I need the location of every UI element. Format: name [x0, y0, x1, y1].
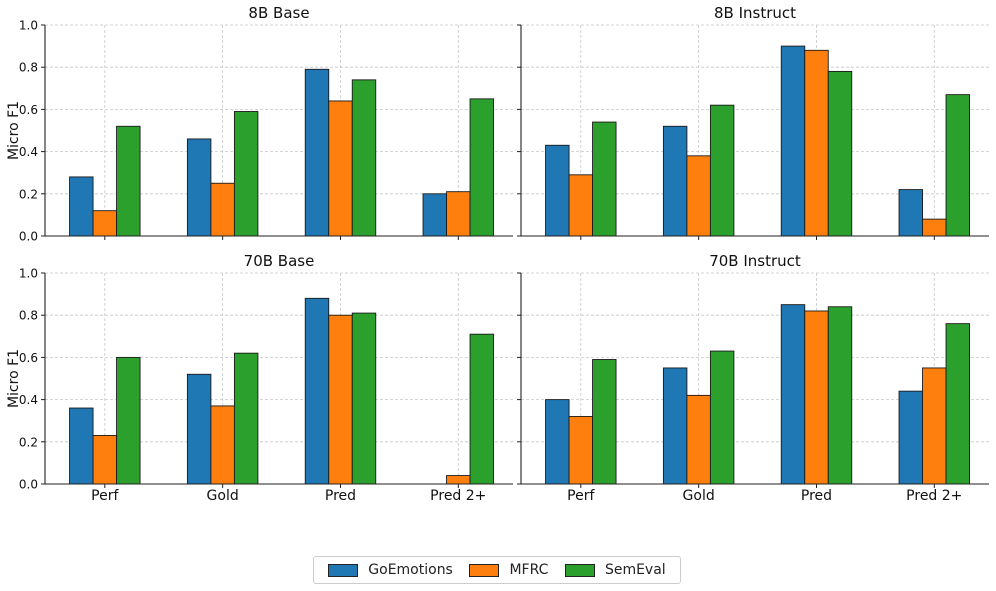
bar — [69, 176, 94, 237]
bar — [804, 310, 829, 485]
bar — [304, 68, 330, 237]
legend-item-goemotions: GoEmotions — [328, 562, 453, 578]
x-tick-label: Perf — [567, 488, 595, 504]
bar — [804, 49, 829, 237]
bar — [568, 416, 594, 485]
bar — [469, 98, 494, 237]
legend-swatch-goemotions — [328, 563, 359, 577]
bar — [92, 210, 118, 237]
bar — [304, 297, 330, 485]
y-tick-label: 0.2 — [19, 187, 38, 201]
panel-title: 8B Base — [248, 4, 309, 22]
bar — [592, 359, 617, 485]
y-tick-label: 0.2 — [19, 435, 38, 449]
x-tick-label: Pred 2+ — [430, 488, 486, 504]
legend-label-mfrc: MFRC — [509, 562, 549, 578]
bar — [898, 390, 923, 485]
y-tick-label: 0.8 — [19, 309, 38, 323]
y-axis-label: Micro F1 — [6, 349, 22, 408]
x-tick-label: Pred 2+ — [906, 488, 962, 504]
y-tick-label: 0.0 — [19, 478, 38, 492]
bar — [922, 218, 947, 237]
bar — [328, 100, 353, 237]
legend-label-semeval: SemEval — [604, 562, 666, 578]
x-tick-label: Gold — [207, 488, 239, 504]
bar — [780, 45, 806, 237]
bar — [186, 373, 212, 485]
y-tick-label: 1.0 — [19, 267, 38, 281]
bar — [945, 323, 970, 485]
panel-title: 70B Instruct — [709, 252, 801, 270]
legend-item-mfrc: MFRC — [469, 562, 548, 578]
legend-swatch-mfrc — [469, 563, 500, 577]
panel-title: 8B Instruct — [714, 4, 796, 22]
bar — [662, 125, 688, 237]
bar — [686, 155, 711, 237]
bar — [328, 314, 353, 485]
legend-item-semeval: SemEval — [564, 562, 666, 578]
bar — [922, 367, 947, 485]
bar — [827, 70, 853, 237]
panel-title: 70B Base — [244, 252, 315, 270]
bar — [545, 144, 570, 237]
x-tick-label: Pred — [801, 488, 832, 504]
y-tick-label: 0.6 — [19, 103, 38, 117]
y-tick-label: 0.4 — [19, 393, 38, 407]
bar — [686, 394, 711, 485]
bar — [233, 111, 259, 237]
bar — [186, 138, 212, 237]
bar — [210, 405, 235, 485]
legend-label-goemotions: GoEmotions — [368, 562, 453, 578]
bar — [422, 193, 447, 237]
bar — [351, 312, 377, 485]
bar — [709, 350, 735, 485]
bar — [827, 306, 853, 485]
bar — [92, 435, 118, 485]
bar — [592, 121, 617, 237]
bar — [351, 79, 377, 237]
y-tick-label: 0.4 — [19, 145, 38, 159]
y-tick-label: 0.0 — [19, 230, 38, 244]
x-tick-label: Pred — [325, 488, 356, 504]
bar — [780, 304, 806, 485]
bar — [446, 475, 471, 485]
bar — [568, 174, 594, 237]
x-tick-label: Perf — [91, 488, 119, 504]
bar — [469, 333, 494, 485]
y-tick-label: 0.8 — [19, 61, 38, 75]
y-axis-label: Micro F1 — [6, 101, 22, 160]
bar — [662, 367, 688, 485]
bar — [898, 189, 923, 237]
legend-swatch-semeval — [564, 563, 595, 577]
bar — [709, 104, 735, 237]
bar — [446, 191, 471, 237]
bar — [69, 407, 94, 485]
legend: GoEmotions MFRC SemEval — [313, 556, 681, 584]
bar — [210, 182, 235, 237]
bar — [545, 399, 570, 485]
bar — [945, 94, 970, 237]
bar — [233, 352, 259, 485]
y-tick-label: 0.6 — [19, 351, 38, 365]
x-tick-label: Gold — [683, 488, 715, 504]
bar — [116, 125, 141, 237]
y-tick-label: 1.0 — [19, 19, 38, 33]
bar — [116, 356, 141, 485]
